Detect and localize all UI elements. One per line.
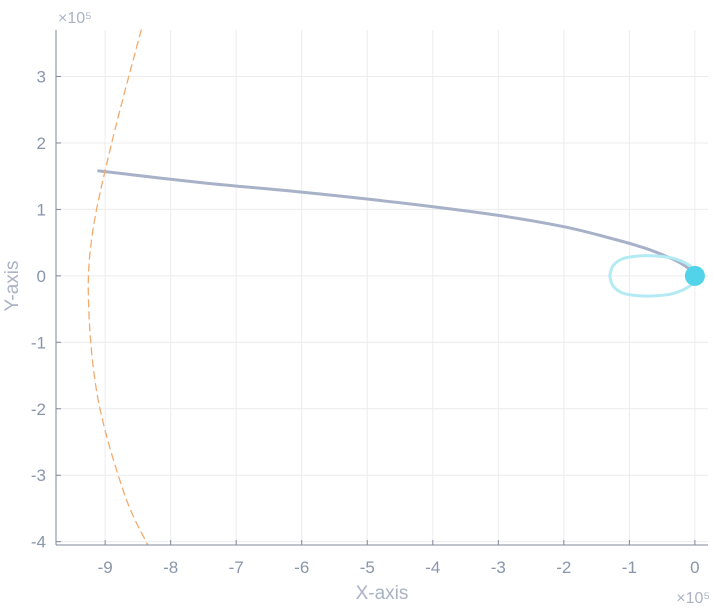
y-tick-label: -2 xyxy=(31,400,46,419)
y-tick-label: -1 xyxy=(31,333,46,352)
y-axis-title: Y-axis xyxy=(2,260,23,311)
x-tick-label: -4 xyxy=(425,558,440,577)
x-axis-title: X-axis xyxy=(356,583,409,604)
x-tick-label: -1 xyxy=(622,558,637,577)
y-tick-label: 3 xyxy=(37,68,46,87)
y-exponent-label: ×10⁵ xyxy=(58,10,92,27)
x-tick-label: -8 xyxy=(163,558,178,577)
trajectory-line xyxy=(97,169,697,277)
y-tick-label: 2 xyxy=(37,134,46,153)
x-exponent-label: ×10⁵ xyxy=(676,590,710,607)
y-tick-label: 0 xyxy=(37,267,46,286)
x-tick-label: 0 xyxy=(690,558,699,577)
body-marker xyxy=(684,265,705,286)
series-layer xyxy=(87,29,705,546)
y-tick-label: -4 xyxy=(31,533,46,552)
x-tick-label: -5 xyxy=(360,558,375,577)
y-tick-label: 1 xyxy=(37,200,46,219)
axes xyxy=(55,30,708,546)
x-tick-label: -6 xyxy=(294,558,309,577)
y-tick-label: -3 xyxy=(31,466,46,485)
x-tick-label: -3 xyxy=(491,558,506,577)
grid-lines xyxy=(56,30,708,545)
x-tick-label: -9 xyxy=(98,558,113,577)
tick-labels: -9 -8 -7 -6 -5 -4 -3 -2 -1 0 -4 -3 -2 -1 0 1 2 3 xyxy=(31,68,700,577)
boundary-line xyxy=(87,29,149,546)
x-tick-label: -7 xyxy=(229,558,244,577)
x-tick-label: -2 xyxy=(556,558,571,577)
